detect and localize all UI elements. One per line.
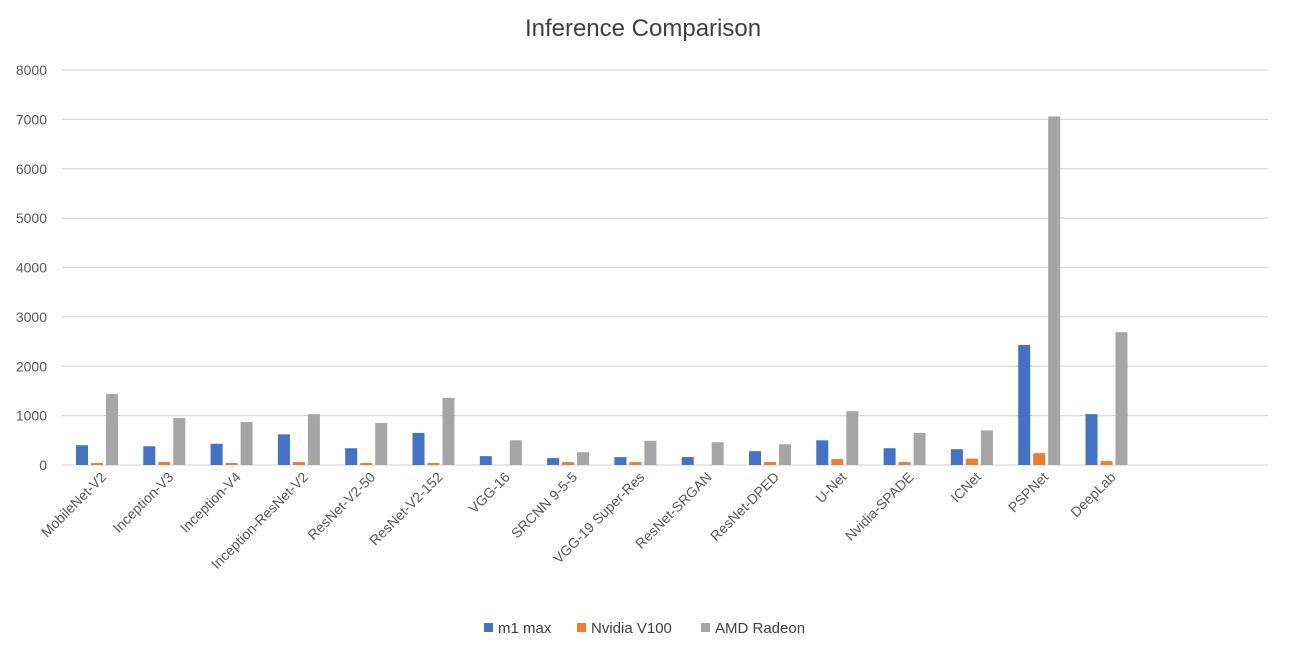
bar-m1-max — [681, 457, 694, 465]
bar-nvidia-v100 — [360, 463, 373, 465]
bar-m1-max — [1018, 345, 1031, 465]
bar-amd-radeon — [240, 422, 253, 465]
x-tick-label: Inception-V4 — [177, 469, 244, 536]
legend-label: AMD Radeon — [715, 620, 805, 637]
y-tick-label: 1000 — [16, 408, 47, 424]
bar-m1-max — [76, 445, 88, 465]
bar-amd-radeon — [509, 440, 522, 465]
bar-amd-radeon — [577, 452, 590, 465]
x-tick-label: VGG-16 — [465, 469, 513, 517]
y-tick-label: 3000 — [16, 309, 47, 325]
bars — [76, 116, 1128, 465]
bar-m1-max — [479, 456, 492, 465]
bar-m1-max — [1085, 414, 1098, 465]
bar-m1-max — [412, 432, 425, 465]
bar-amd-radeon — [711, 442, 724, 465]
bar-m1-max — [883, 448, 896, 465]
x-tick-label: Inception-V3 — [110, 469, 177, 536]
bar-nvidia-v100 — [629, 462, 642, 465]
x-tick-label: ResNet-DPED — [707, 469, 782, 544]
bar-nvidia-v100 — [1100, 461, 1113, 465]
bar-m1-max — [345, 448, 358, 465]
x-tick-label: PSPNet — [1005, 469, 1052, 516]
bar-amd-radeon — [375, 423, 388, 465]
bar-nvidia-v100 — [898, 462, 911, 465]
y-tick-label: 8000 — [16, 62, 47, 78]
bar-amd-radeon — [980, 430, 993, 465]
y-tick-label: 5000 — [16, 210, 47, 226]
bar-nvidia-v100 — [292, 462, 305, 465]
y-tick-label: 6000 — [16, 161, 47, 177]
bar-amd-radeon — [1115, 332, 1128, 465]
x-tick-label: ResNet-V2-152 — [366, 469, 446, 549]
bar-nvidia-v100 — [562, 462, 575, 465]
bar-amd-radeon — [644, 440, 657, 465]
x-tick-label: U-Net — [812, 469, 849, 506]
bar-nvidia-v100 — [965, 458, 978, 465]
y-tick-label: 7000 — [16, 111, 47, 127]
x-tick-label: SRCNN 9-5-5 — [508, 469, 581, 542]
legend-swatch — [701, 623, 710, 632]
bar-amd-radeon — [442, 397, 455, 465]
bar-nvidia-v100 — [764, 462, 776, 465]
bar-amd-radeon — [106, 393, 118, 465]
x-tick-label: ResNet-V2-50 — [304, 469, 378, 543]
bar-m1-max — [210, 443, 223, 465]
bar-amd-radeon — [173, 418, 186, 465]
bar-amd-radeon — [307, 414, 320, 465]
x-tick-label: ICNet — [947, 469, 984, 506]
bar-nvidia-v100 — [427, 463, 440, 465]
bar-amd-radeon — [779, 444, 791, 465]
gridlines — [62, 69, 1268, 466]
bar-m1-max — [614, 457, 627, 465]
bar-nvidia-v100 — [1033, 453, 1046, 465]
bar-amd-radeon — [1048, 116, 1061, 465]
bar-nvidia-v100 — [225, 463, 238, 465]
legend-label: Nvidia V100 — [591, 620, 672, 637]
x-tick-label: Nvidia-SPADE — [842, 469, 917, 544]
bar-nvidia-v100 — [158, 462, 171, 465]
x-tick-label: MobileNet-V2 — [38, 469, 109, 540]
bar-m1-max — [749, 451, 761, 465]
bar-nvidia-v100 — [91, 463, 103, 465]
bar-m1-max — [547, 458, 560, 465]
bar-nvidia-v100 — [831, 459, 844, 465]
y-tick-label: 0 — [39, 457, 47, 473]
legend: m1 max Nvidia V100 AMD Radeon — [484, 620, 805, 637]
legend-swatch — [484, 623, 493, 632]
chart-title: Inference Comparison — [525, 15, 761, 42]
x-tick-label: DeepLab — [1067, 469, 1119, 521]
bar-m1-max — [950, 449, 963, 465]
legend-label: m1 max — [498, 620, 552, 637]
y-tick-label: 4000 — [16, 260, 47, 276]
bar-m1-max — [143, 446, 156, 465]
bar-amd-radeon — [913, 432, 926, 465]
y-tick-label: 2000 — [16, 358, 47, 374]
bar-amd-radeon — [846, 411, 859, 465]
bar-m1-max — [816, 440, 829, 465]
legend-swatch — [577, 623, 586, 632]
bar-m1-max — [277, 434, 290, 465]
